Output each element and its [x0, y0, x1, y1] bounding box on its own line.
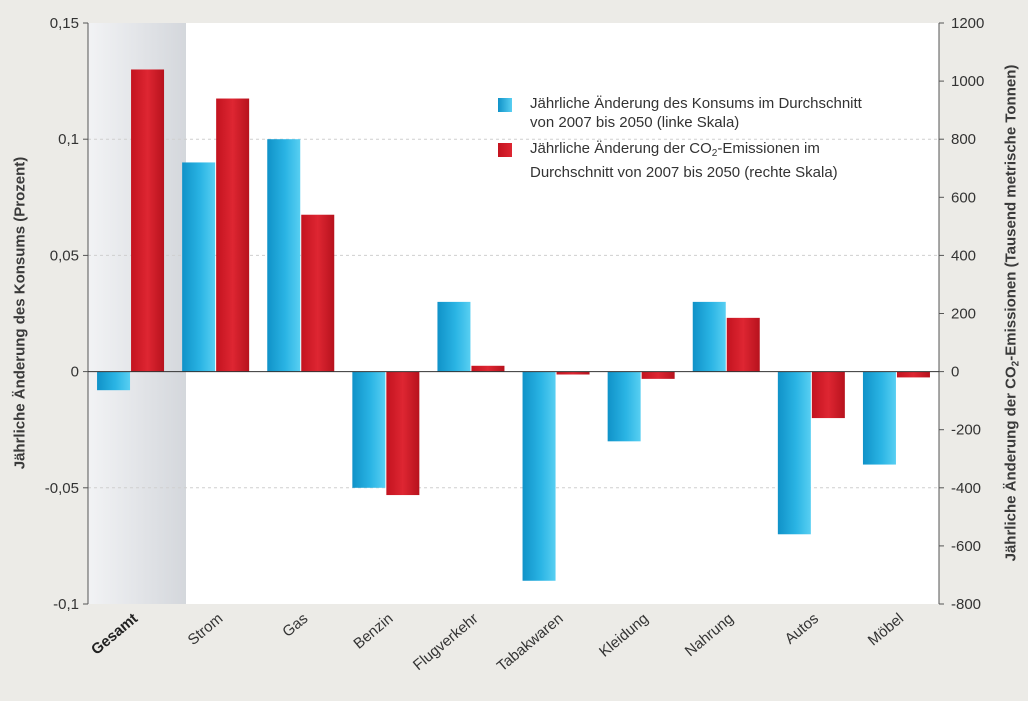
legend-label-emissions-2: Durchschnitt von 2007 bis 2050 (rechte S…	[530, 164, 838, 181]
bar-emissions-möbel	[896, 371, 930, 378]
y-tick-label-right: -600	[951, 538, 981, 555]
tick-labels: 0,150,10,050-0,05-0,11200100080060040020…	[45, 15, 985, 613]
bar-consumption-benzin	[352, 371, 386, 488]
category-label-kleidung: Kleidung	[596, 610, 652, 661]
legend-label-consumption-1: Jährliche Änderung des Konsums im Durchs…	[530, 95, 862, 112]
legend-label-emissions-1b: -Emissionen im	[717, 140, 820, 157]
legend: Jährliche Änderung des Konsums im Durchs…	[498, 94, 908, 189]
y-axis-title-right-text-2: -Emissionen (Tausend metrische Tonnen)	[1002, 64, 1020, 361]
bar-consumption-strom	[182, 162, 216, 372]
bar-consumption-tabakwaren	[522, 371, 556, 581]
y-tick-label-left: 0,15	[50, 15, 79, 32]
bar-consumption-gesamt	[97, 371, 131, 391]
legend-swatch-red	[498, 143, 512, 157]
category-label-gas: Gas	[279, 610, 311, 641]
category-label-benzin: Benzin	[350, 610, 396, 653]
legend-label-emissions-1a: Jährliche Änderung der CO	[530, 140, 712, 157]
bar-emissions-kleidung	[641, 371, 675, 379]
y-tick-label-right: 600	[951, 189, 976, 206]
legend-item-emissions: Jährliche Änderung der CO2-Emissionen im…	[498, 139, 908, 182]
bar-emissions-benzin	[386, 371, 420, 496]
bar-consumption-möbel	[862, 371, 896, 465]
category-label-gesamt: Gesamt	[88, 610, 141, 658]
bar-emissions-gas	[301, 214, 335, 372]
y-axis-title-left: Jährliche Änderung des Konsums (Prozent)	[12, 157, 29, 470]
y-tick-label-left: 0,05	[50, 247, 79, 264]
y-axis-title-left-text: Jährliche Änderung des Konsums (Prozent)	[11, 156, 29, 470]
bars	[97, 69, 930, 581]
category-labels: Gesamt Strom Gas Benzin Flugverkehr Tabakware…	[88, 610, 907, 675]
y-tick-label-right: 0	[951, 364, 959, 381]
legend-label-consumption-2: von 2007 bis 2050 (linke Skala)	[530, 114, 740, 131]
y-tick-label-right: -200	[951, 422, 981, 439]
bar-emissions-nahrung	[726, 317, 760, 372]
bar-consumption-flugverkehr	[437, 301, 471, 372]
category-label-nahrung: Nahrung	[682, 610, 737, 660]
category-label-flugverkehr: Flugverkehr	[410, 610, 482, 674]
y-tick-label-left: 0	[71, 364, 79, 381]
bar-consumption-nahrung	[692, 301, 726, 372]
y-axis-title-right-text-1: Jährliche Änderung der CO	[1002, 366, 1020, 562]
y-tick-label-right: 200	[951, 306, 976, 323]
y-axis-title-right-sub: 2	[1010, 360, 1022, 367]
bar-emissions-gesamt	[131, 69, 165, 372]
y-tick-label-right: 1000	[951, 73, 984, 90]
y-tick-label-left: 0,1	[58, 131, 79, 148]
category-label-tabakwaren: Tabakwaren	[494, 610, 567, 675]
category-label-strom: Strom	[185, 610, 227, 649]
bar-emissions-strom	[216, 98, 250, 372]
y-tick-label-right: -800	[951, 596, 981, 613]
y-tick-label-right: 800	[951, 131, 976, 148]
y-tick-label-left: -0,1	[53, 596, 79, 613]
category-label-möbel: Möbel	[865, 610, 907, 649]
bar-emissions-tabakwaren	[556, 371, 590, 375]
y-axis-title-right: Jährliche Änderung der CO2-Emissionen (T…	[1003, 65, 1022, 562]
y-tick-label-right: 1200	[951, 15, 984, 32]
y-tick-label-left: -0,05	[45, 480, 79, 497]
y-tick-label-right: -400	[951, 480, 981, 497]
bar-emissions-flugverkehr	[471, 365, 505, 372]
y-tick-label-right: 400	[951, 247, 976, 264]
legend-item-consumption: Jährliche Änderung des Konsums im Durchs…	[498, 94, 908, 132]
bar-consumption-gas	[267, 139, 301, 372]
legend-label-emissions-sub: 2	[711, 148, 718, 159]
category-label-autos: Autos	[782, 610, 822, 648]
bar-consumption-kleidung	[607, 371, 641, 442]
bar-consumption-autos	[777, 371, 811, 535]
legend-swatch-blue	[498, 98, 512, 112]
bar-emissions-autos	[811, 371, 845, 419]
